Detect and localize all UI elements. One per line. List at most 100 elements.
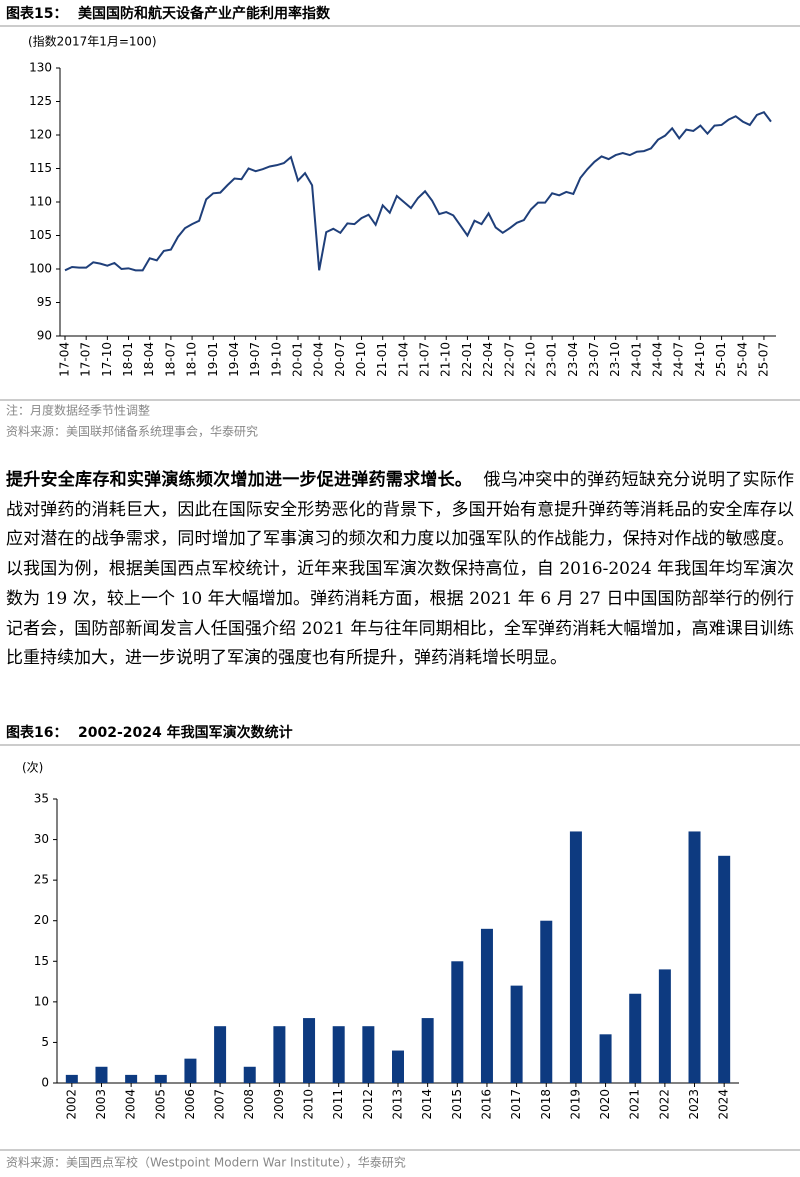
x-tick-label: 24-01 [629,342,643,377]
bar [718,855,731,1083]
x-tick-label: 17-04 [58,342,72,377]
x-tick-label: 2004 [124,1089,138,1120]
bar [392,1050,404,1083]
x-tick-label: 20-07 [333,342,347,377]
x-tick-label: 23-10 [608,342,622,377]
bar [154,1074,167,1083]
x-tick-label: 25-01 [714,342,728,377]
paragraph: 提升安全库存和实弹演练频次增加进一步促进弹药需求增长。 俄乌冲突中的弹药短缺充分… [6,466,794,674]
bar [599,1034,612,1083]
x-tick-label: 18-04 [142,342,156,377]
x-tick-label: 2015 [450,1089,464,1120]
x-tick-label: 2011 [331,1089,345,1120]
x-tick-label: 21-07 [418,342,432,377]
y-tick-label: 105 [29,228,52,242]
bar [421,1018,434,1083]
x-tick-label: 2012 [361,1089,375,1120]
x-tick-label: 19-10 [269,342,283,377]
y-tick-label: 95 [37,295,52,309]
x-tick-label: 18-10 [185,342,199,377]
x-tick-label: 24-10 [693,342,707,377]
bar [629,993,642,1083]
x-tick-label: 2018 [539,1089,553,1120]
bar [688,831,701,1083]
y-tick-label: 100 [29,262,52,276]
bar [658,969,671,1083]
paragraph-body: 俄乌冲突中的弹药短缺充分说明了实际作战对弹药的消耗巨大，因此在国际安全形势恶化的… [6,470,795,669]
y-tick-label: 110 [29,195,52,209]
y-tick-label: 30 [34,832,49,846]
x-tick-label: 2002 [64,1089,78,1120]
figure-label: 图表15： [6,5,67,22]
data-line [64,111,772,272]
x-tick-label: 2008 [242,1089,256,1120]
y-tick-label: 90 [37,329,52,343]
bar [451,961,464,1083]
x-tick-label: 23-04 [566,342,580,377]
x-tick-label: 2020 [598,1089,612,1120]
x-tick-label: 19-04 [227,342,241,377]
x-tick-label: 18-07 [163,342,177,377]
y-tick-label: 125 [29,94,52,108]
x-tick-label: 23-01 [545,342,559,377]
x-tick-label: 17-10 [100,342,114,377]
bar [95,1066,108,1083]
bar [569,831,582,1083]
x-tick-label: 2023 [687,1089,701,1120]
x-tick-label: 24-07 [672,342,686,377]
x-tick-label: 22-10 [523,342,537,377]
x-tick-label: 2019 [568,1089,582,1120]
x-tick-label: 2021 [628,1089,642,1120]
x-tick-label: 19-07 [248,342,262,377]
x-tick-label: 2010 [302,1089,316,1120]
y-tick-label: 0 [41,1076,49,1090]
bar [362,1026,375,1083]
x-tick-label: 2003 [94,1089,108,1120]
x-tick-label: 18-01 [121,342,135,377]
x-tick-label: 2017 [509,1089,523,1120]
source: 资料来源：美国联邦储备系统理事会，华泰研究 [6,424,258,439]
y-tick-label: 5 [41,1035,49,1049]
x-tick-label: 2007 [213,1089,227,1120]
x-tick-label: 25-04 [735,342,749,377]
bar [510,985,523,1083]
x-tick-label: 2022 [657,1089,671,1120]
bar [332,1026,345,1083]
figure-title: 美国国防和航天设备产业产能利用率指数 [78,5,331,22]
x-tick-label: 17-07 [79,342,93,377]
x-tick-label: 22-04 [481,342,495,377]
x-tick-label: 23-07 [587,342,601,377]
x-tick-label: 21-04 [396,342,410,377]
x-tick-label: 2014 [420,1089,434,1120]
y-tick-label: 15 [34,954,49,968]
source: 资料来源：美国西点军校（Westpoint Modern War Institu… [6,1155,406,1170]
x-tick-label: 20-10 [354,342,368,377]
x-tick-label: 22-07 [502,342,516,377]
figure-label: 图表16： [6,724,67,741]
x-tick-label: 2009 [272,1089,286,1120]
x-tick-label: 2024 [717,1089,731,1120]
bar [540,920,553,1083]
x-tick-label: 2005 [153,1089,167,1120]
bar [273,1026,286,1083]
y-tick-label: 20 [34,913,49,927]
bar [214,1026,227,1083]
x-tick-label: 2013 [391,1089,405,1120]
y-tick-label: 130 [29,61,52,75]
bar [480,928,493,1083]
x-tick-label: 20-01 [290,342,304,377]
x-tick-label: 25-07 [756,342,770,377]
y-tick-label: 35 [34,792,49,806]
bar [243,1066,256,1083]
x-tick-label: 19-01 [206,342,220,377]
x-tick-label: 2016 [479,1089,493,1120]
y-tick-label: 10 [34,994,49,1008]
x-tick-label: 21-01 [375,342,389,377]
x-tick-label: 22-01 [460,342,474,377]
note: 注：月度数据经季节性调整 [6,403,150,418]
bar [125,1074,138,1083]
x-tick-label: 21-10 [439,342,453,377]
paragraph-lead: 提升安全库存和实弹演练频次增加进一步促进弹药需求增长。 [6,470,473,490]
